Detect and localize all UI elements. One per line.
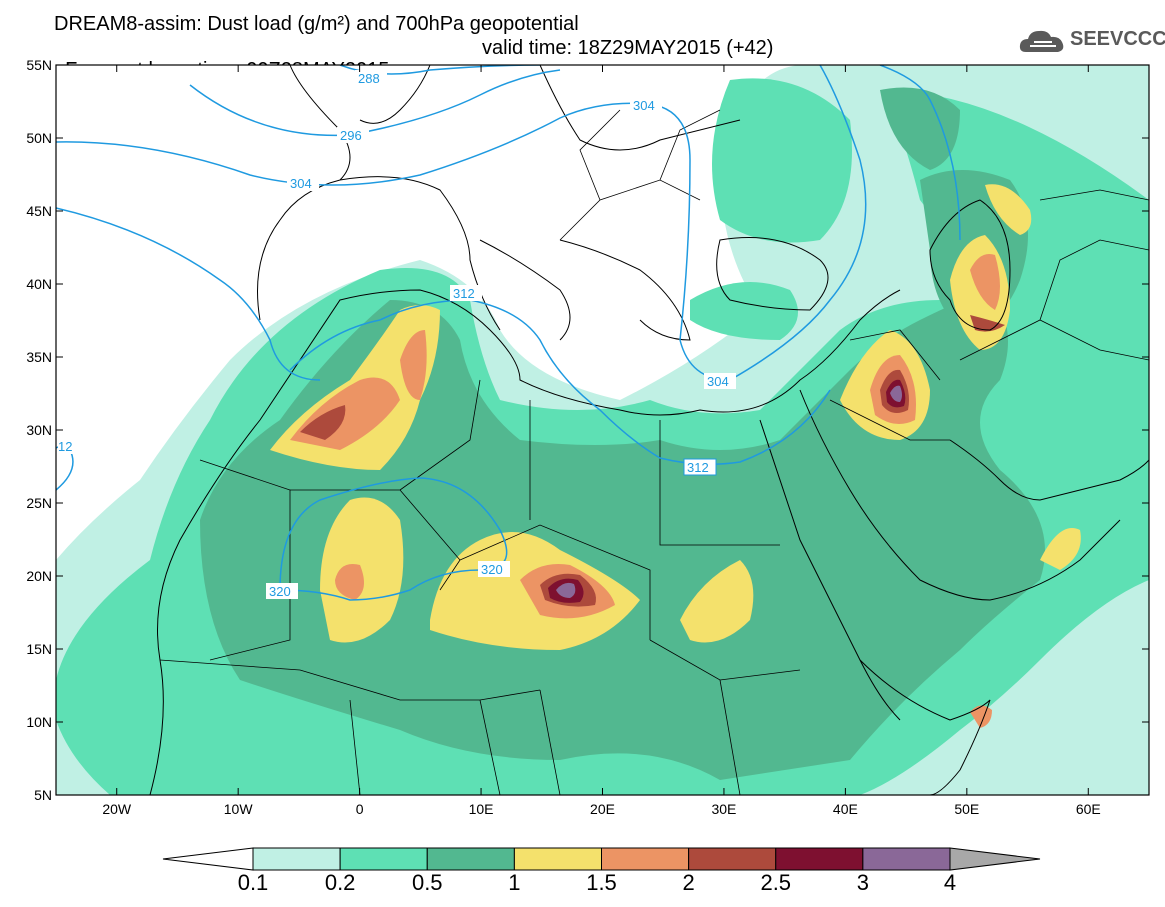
lat-label: 10N (26, 714, 52, 730)
lat-label: 20N (26, 568, 52, 584)
lat-label: 40N (26, 276, 52, 292)
dust-level-1.5-algeria (400, 330, 427, 400)
lon-label: 60E (1076, 801, 1101, 817)
colorbar-label: 0.2 (324, 870, 356, 895)
contour-label: 304 (633, 98, 655, 113)
dust-level-0.5-north (880, 87, 960, 170)
colorbar-label: 1.5 (586, 870, 617, 895)
colorbar-label: 3 (856, 870, 869, 895)
seevccc-logo: SEEVCCC (1018, 24, 1165, 58)
contour-label: 312 (687, 460, 709, 475)
latitude-axis: 55N 50N 45N 40N 35N 30N 25N 20N 15N 10N 5N (26, 57, 1149, 803)
lat-label: 5N (34, 787, 52, 803)
logo-text: SEEVCCC (1070, 28, 1165, 50)
contour-label: 304 (707, 374, 729, 389)
valid-time: valid time: 18Z29MAY2015 (+42) (482, 37, 774, 59)
contour-label: 288 (358, 71, 380, 86)
map-title: DREAM8-assim: Dust load (g/m²) and 700hP… (54, 13, 579, 35)
lon-label: 10E (469, 801, 494, 817)
lon-label: 50E (954, 801, 979, 817)
longitude-axis: 20W 10W 0 10E 20E 30E 40E 50E 60E (102, 65, 1101, 817)
dust-level-3 (556, 582, 576, 598)
lon-label: 20E (590, 801, 615, 817)
dust-level-0.2-north (712, 78, 852, 243)
colorbar-label: 1 (508, 870, 521, 895)
contour-label: 12 (58, 439, 72, 454)
contour-label: 320 (269, 584, 291, 599)
lon-label: 40E (833, 801, 858, 817)
lon-label: 30E (711, 801, 736, 817)
colorbar-label: 4 (943, 870, 957, 895)
colorbar-label: 2 (682, 870, 695, 895)
contour-label: 296 (340, 128, 362, 143)
contour-labels: 288 296 304 304 304 312 312 320 320 12 (58, 70, 736, 599)
lat-label: 50N (26, 130, 52, 146)
lat-label: 25N (26, 495, 52, 511)
dust-level-2-caspian (970, 315, 1005, 332)
dust-level-1.5-mali (335, 564, 364, 600)
lon-label: 0 (356, 801, 364, 817)
dust-level-2 (300, 405, 346, 440)
dust-level-1.5-caspian (970, 254, 1000, 310)
dust-level-1-north (985, 184, 1032, 235)
contour-label: 320 (481, 562, 503, 577)
lat-label: 30N (26, 422, 52, 438)
colorbar-label: 0.5 (411, 870, 443, 895)
lon-label: 20W (102, 801, 132, 817)
country-borders (159, 109, 1149, 795)
colorbar-label: 0.1 (237, 870, 269, 895)
cloud-logo-icon (1019, 30, 1064, 52)
lat-label: 15N (26, 641, 52, 657)
coastlines (149, 65, 1149, 795)
lat-label: 45N (26, 203, 52, 219)
contour-label: 312 (453, 286, 475, 301)
contour-label: 304 (290, 176, 312, 191)
dust-field (56, 65, 1149, 795)
lat-label: 55N (26, 57, 52, 73)
dust-level-0.2-aegean (690, 282, 798, 340)
dust-level-1-oman (1040, 528, 1081, 570)
dust-level-1-sudan (680, 560, 754, 643)
colorbar-label: 2.5 (760, 870, 792, 895)
lat-label: 35N (26, 349, 52, 365)
dust-level-3-iraq (890, 385, 902, 402)
lon-label: 10W (224, 801, 254, 817)
